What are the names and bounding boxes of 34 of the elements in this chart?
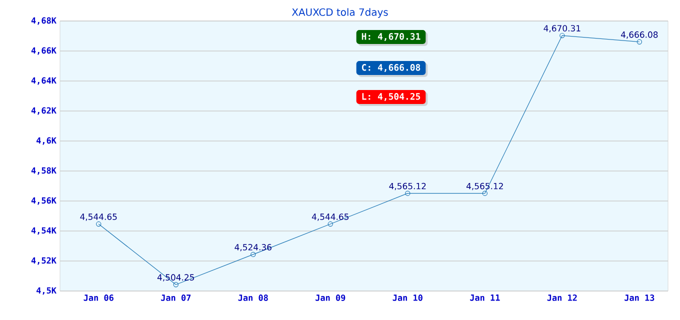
y-tick-label: 4,58K [31,167,56,175]
x-tick-label: Jan 09 [316,294,346,301]
point [405,190,410,196]
data-label: 4,565.12 [389,182,426,190]
x-tick-label: Jan 13 [624,294,654,301]
y-tick-label: 4,68K [31,17,56,25]
point [250,252,256,258]
point [560,32,565,38]
x-tick-label: Jan 11 [470,294,500,301]
y-tick-label: 4,52K [31,257,56,265]
data-label: 4,666.08 [620,31,658,39]
x-tick-label: Jan 08 [238,294,268,301]
point [482,190,488,196]
y-tick-label: 4,6K [36,137,56,145]
y-tick-label: 4,56K [31,197,56,205]
y-tick-label: 4,66K [31,47,56,55]
chart-title: XAUXCD tola 7days [292,8,388,18]
data-label: 4,544.65 [312,214,348,221]
data-label: 4,544.65 [80,214,117,221]
x-tick-label: Jan 06 [84,294,114,301]
y-tick-label: 4,5K [36,287,56,295]
annotation: L: 4,504.25 [362,93,420,101]
data-label: 4,524.36 [234,244,272,252]
x-tick-label: Jan 12 [547,294,577,301]
data-label: 4,670.31 [544,25,580,32]
y-tick-label: 4,64K [31,77,56,85]
point [173,282,178,288]
x-tick-label: Jan 07 [161,294,191,301]
y-tick-label: 4,54K [31,227,56,235]
annotation: H: 4,670.31 [362,33,420,41]
annotation: C: 4,666.08 [362,64,420,72]
point [328,221,333,227]
x-tick-label: Jan 10 [392,294,422,301]
y-tick-label: 4,62K [31,107,56,115]
